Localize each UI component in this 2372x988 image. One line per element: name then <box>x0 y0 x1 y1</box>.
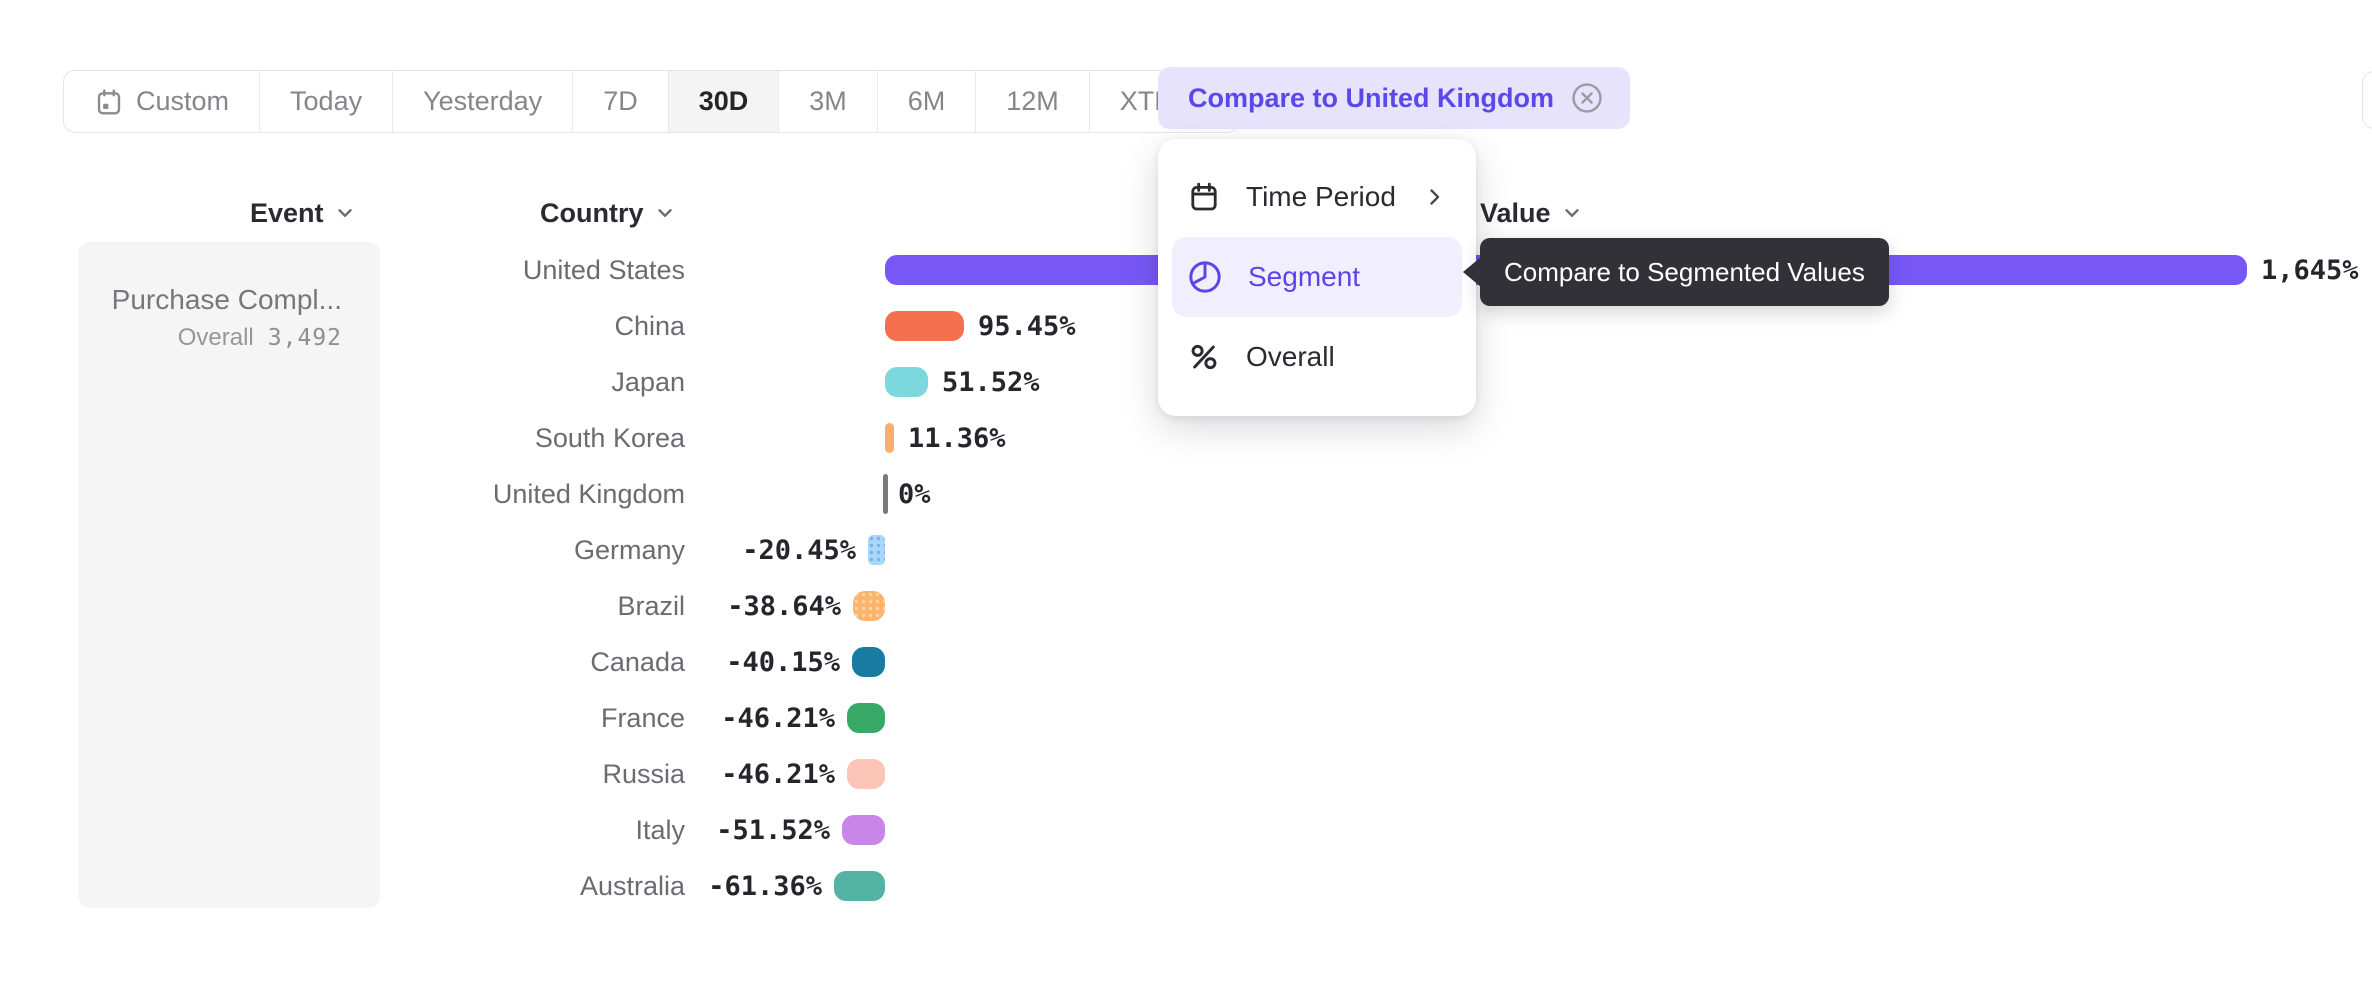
date-range-label: 7D <box>603 86 638 116</box>
value-label: -20.45% <box>742 534 856 566</box>
chart-row-japan: Japan 51.52% <box>0 354 2372 410</box>
menu-item-label: Overall <box>1246 341 1335 372</box>
column-header-country[interactable]: Country <box>540 196 676 230</box>
column-header-value[interactable]: Value <box>1480 196 1583 230</box>
date-range-label: 3M <box>809 86 847 116</box>
country-label: Germany <box>573 534 685 565</box>
menu-item-time-period[interactable]: Time Period <box>1172 157 1462 237</box>
column-header-event-label: Event <box>250 197 324 228</box>
bar-australia[interactable] <box>834 871 885 901</box>
date-range-label: 12M <box>1006 86 1059 116</box>
chart-row-brazil: Brazil -38.64% <box>0 578 2372 634</box>
date-range-label: Custom <box>136 86 230 116</box>
column-header-country-label: Country <box>540 197 644 228</box>
date-range-label: Today <box>290 86 363 116</box>
date-range-control: Custom Today Yesterday 7D 30D 3M 6M 12M XTD <box>63 70 1239 133</box>
chart-row-russia: Russia -46.21% <box>0 746 2372 802</box>
value-label: -38.64% <box>727 590 841 622</box>
country-label: China <box>614 310 685 341</box>
baseline-zero-tick <box>883 474 888 514</box>
country-label: Brazil <box>617 590 685 621</box>
country-label: Russia <box>602 758 685 789</box>
compare-dropdown-menu: Time Period Segment Overall <box>1158 139 1476 416</box>
value-label: -46.21% <box>721 702 835 734</box>
chart-row-south-korea: South Korea 11.36% <box>0 410 2372 466</box>
chevron-right-icon <box>1422 185 1446 209</box>
bar-japan[interactable] <box>885 367 928 397</box>
bar-china[interactable] <box>885 311 964 341</box>
calendar-icon <box>94 87 124 117</box>
value-label: 0% <box>898 478 931 510</box>
chart-row-france: France -46.21% <box>0 690 2372 746</box>
value-label: 95.45% <box>978 310 1076 342</box>
chevron-down-icon <box>1561 202 1583 224</box>
bar-germany[interactable] <box>868 535 885 565</box>
chart-row-australia: Australia -61.36% <box>0 858 2372 914</box>
value-label: -40.15% <box>726 646 840 678</box>
country-label: Japan <box>611 366 685 397</box>
country-label: United States <box>522 254 685 285</box>
date-range-label: Yesterday <box>423 86 543 116</box>
value-label: 51.52% <box>942 366 1040 398</box>
value-label: 11.36% <box>908 422 1006 454</box>
country-label: Australia <box>579 870 685 901</box>
event-panel[interactable]: Purchase Compl... Overall 3,492 <box>78 242 380 908</box>
chart-row-germany: Germany -20.45% <box>0 522 2372 578</box>
chart-row-canada: Canada -40.15% <box>0 634 2372 690</box>
chevron-down-icon <box>654 202 676 224</box>
event-name: Purchase Compl... <box>111 284 342 315</box>
overall-value: 3,492 <box>267 325 342 351</box>
remove-comparison-icon[interactable] <box>1570 81 1604 115</box>
menu-item-label: Time Period <box>1246 181 1396 212</box>
date-range-label: 30D <box>698 86 749 116</box>
chart-row-united-kingdom: United Kingdom 0% <box>0 466 2372 522</box>
segment-icon <box>1188 260 1222 294</box>
date-range-yesterday[interactable]: Yesterday <box>392 71 572 132</box>
clipped-edge-control <box>2362 71 2372 129</box>
bar-italy[interactable] <box>842 815 885 845</box>
chart-row-china: China 95.45% <box>0 298 2372 354</box>
date-range-12m[interactable]: 12M <box>975 71 1089 132</box>
country-label: Canada <box>590 646 685 677</box>
country-label: South Korea <box>534 422 685 453</box>
event-overall-row: Overall 3,492 <box>98 324 342 352</box>
chevron-down-icon <box>334 202 356 224</box>
date-range-30d[interactable]: 30D <box>667 71 779 132</box>
value-label: -46.21% <box>721 758 835 790</box>
country-label: France <box>600 702 685 733</box>
column-header-value-label: Value <box>1480 197 1551 228</box>
country-label: Italy <box>635 814 685 845</box>
date-range-7d[interactable]: 7D <box>572 71 668 132</box>
bar-south-korea[interactable] <box>885 423 894 453</box>
date-range-3m[interactable]: 3M <box>778 71 877 132</box>
menu-item-overall[interactable]: Overall <box>1172 317 1462 397</box>
value-label: -51.52% <box>716 814 830 846</box>
compare-button-label: Compare to United Kingdom <box>1188 82 1554 113</box>
menu-item-label: Segment <box>1248 261 1361 292</box>
country-label: United Kingdom <box>492 478 685 509</box>
calendar-icon <box>1188 181 1220 213</box>
column-header-event[interactable]: Event <box>250 196 356 230</box>
date-range-label: 6M <box>907 86 946 116</box>
bar-russia[interactable] <box>847 759 885 789</box>
tooltip-text: Compare to Segmented Values <box>1504 256 1865 287</box>
date-range-today[interactable]: Today <box>259 71 392 132</box>
bar-brazil[interactable] <box>853 591 885 621</box>
date-range-custom[interactable]: Custom <box>64 71 259 132</box>
overall-label: Overall <box>177 324 254 351</box>
percent-icon <box>1188 341 1220 373</box>
compare-button[interactable]: Compare to United Kingdom <box>1158 67 1630 129</box>
tooltip: Compare to Segmented Values <box>1480 238 1889 306</box>
menu-item-segment[interactable]: Segment <box>1172 237 1462 317</box>
chart-row-italy: Italy -51.52% <box>0 802 2372 858</box>
bar-canada[interactable] <box>852 647 885 677</box>
value-label: 1,645% <box>2261 254 2359 286</box>
value-label: -61.36% <box>708 870 822 902</box>
date-range-6m[interactable]: 6M <box>876 71 976 132</box>
bar-france[interactable] <box>847 703 885 733</box>
